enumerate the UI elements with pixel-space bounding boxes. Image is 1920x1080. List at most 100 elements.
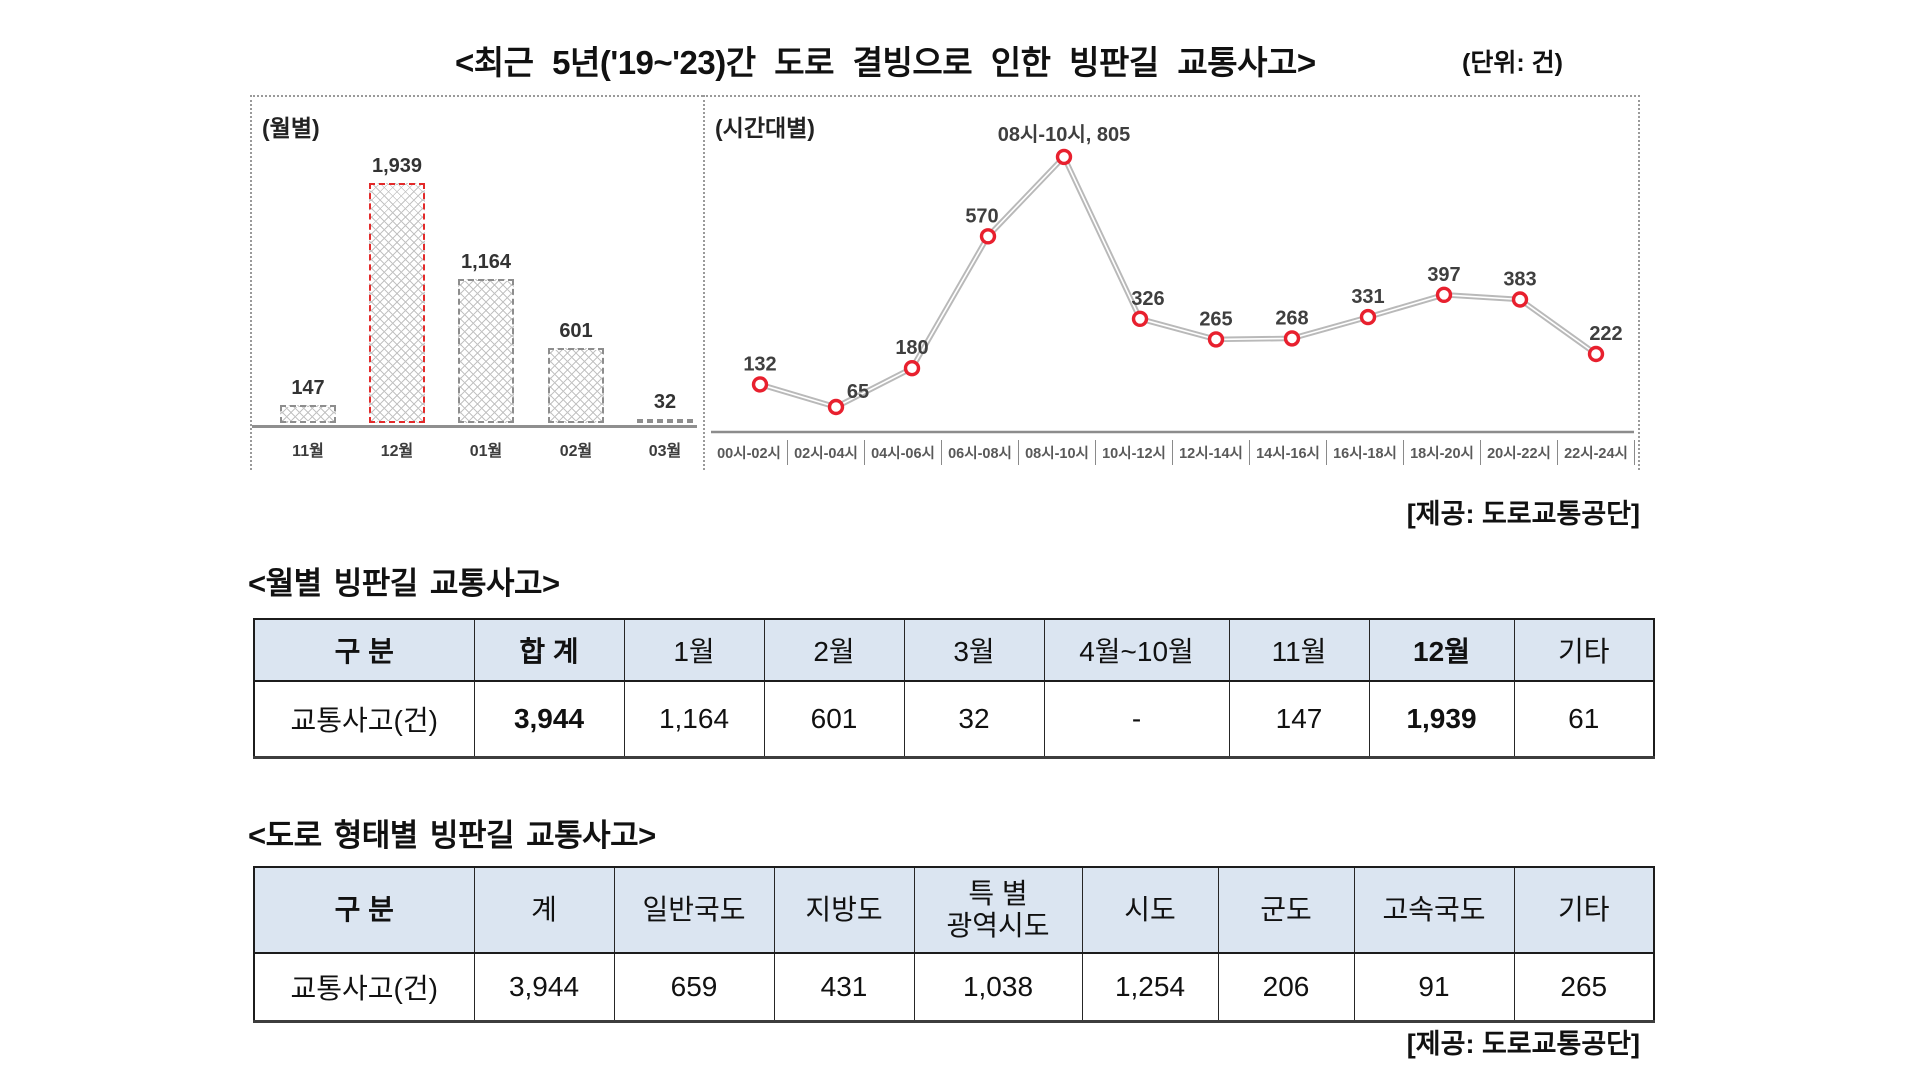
header-cell: 2월: [763, 618, 905, 682]
point-value-label: 180: [895, 337, 928, 359]
point-value-label: 397: [1427, 264, 1460, 286]
x-tick-label: 12월: [380, 443, 414, 460]
header-cell: 구 분: [253, 866, 475, 954]
data-cell: 147: [1228, 680, 1370, 759]
bar-value-label: 1,164: [460, 251, 512, 273]
bar: [637, 419, 693, 423]
bar: [458, 279, 514, 423]
data-cell: 431: [773, 952, 915, 1023]
x-tick-label: 22시-24시: [1558, 440, 1635, 465]
header-cell: 특 별 광역시도: [913, 866, 1083, 954]
data-cell: 659: [613, 952, 775, 1023]
header-cell: 기타: [1513, 866, 1655, 954]
point-value-label: 222: [1589, 323, 1622, 345]
header-cell: 계: [473, 866, 615, 954]
bar-group: 32: [635, 391, 695, 423]
header-cell: 일반국도: [613, 866, 775, 954]
header-cell: 12월: [1368, 618, 1515, 682]
line-series-inner: [759, 156, 1597, 408]
header-cell: 군도: [1217, 866, 1355, 954]
data-cell: 1,254: [1081, 952, 1219, 1023]
header-cell: 고속국도: [1353, 866, 1515, 954]
bar-group: 1,939: [367, 155, 427, 423]
point-value-label: 132: [743, 353, 776, 375]
unit-label: (단위: 건): [1462, 49, 1563, 77]
x-tick-label: 18시-20시: [1404, 440, 1481, 465]
x-tick-label: 16시-18시: [1327, 440, 1404, 465]
data-cell: -: [1043, 680, 1230, 759]
page-title: <최근 5년('19~'23)간 도로 결빙으로 인한 빙판길 교통사고>: [455, 44, 1316, 81]
data-point-marker: [1435, 286, 1453, 304]
table-source-credit: [제공: 도로교통공단]: [1406, 1029, 1640, 1059]
table-header-row: 구 분 계 일반국도 지방도 특 별 광역시도 시도 군도 고속국도 기타: [253, 866, 1655, 954]
x-tick-label: 06시-08시: [942, 440, 1019, 465]
hourly-line-chart: (시간대별) 132 65 180 570 08시-10시, 805 326 265 268 3…: [703, 95, 1640, 470]
bar-group: 147: [278, 377, 338, 423]
data-point-marker: [1587, 345, 1605, 363]
header-cell: 3월: [903, 618, 1045, 682]
header-cell: 4월~10월: [1043, 618, 1230, 682]
bar-chart-baseline: [252, 425, 697, 428]
x-tick-label: 04시-06시: [865, 440, 942, 465]
x-tick-label: 03월: [648, 443, 682, 460]
data-cell: 1,164: [623, 680, 765, 759]
x-tick-label: 01월: [469, 443, 503, 460]
data-cell: 265: [1513, 952, 1655, 1023]
data-cell: 32: [903, 680, 1045, 759]
bar: [548, 348, 604, 423]
point-value-label: 570: [965, 205, 998, 227]
data-point-marker: [979, 228, 997, 245]
point-value-label: 383: [1503, 269, 1536, 291]
x-tick-label: 08시-10시: [1019, 440, 1096, 465]
data-point-marker: [1359, 308, 1377, 326]
data-cell: 3,944: [473, 952, 615, 1023]
data-point-marker: [1207, 331, 1225, 348]
header-cell: 구 분: [253, 618, 475, 682]
monthly-bar-chart: (월별) 147 1,939 1,164 601 32 11월 12월 01월 …: [250, 95, 703, 470]
point-value-label: 08시-10시, 805: [998, 123, 1130, 146]
x-tick-label: 12시-14시: [1173, 440, 1250, 465]
table2-title: <도로 형태별 빙판길 교통사고>: [248, 818, 656, 853]
data-point-marker: [1131, 310, 1149, 328]
bar-group: 1,164: [456, 251, 516, 423]
monthly-accidents-table: 구 분 합 계 1월 2월 3월 4월~10월 11월 12월 기타 교통사고(…: [253, 618, 1655, 759]
point-value-label: 268: [1275, 307, 1308, 329]
point-value-label: 331: [1351, 286, 1384, 308]
data-cell: 3,944: [473, 680, 625, 759]
x-tick-label: 11월: [292, 443, 324, 460]
data-cell: 601: [763, 680, 905, 759]
data-point-marker: [1283, 330, 1301, 347]
line-chart-x-axis: 00시-02시 02시-04시 04시-06시 06시-08시 08시-10시 …: [711, 440, 1635, 465]
header-cell: 지방도: [773, 866, 915, 954]
data-point-marker: [903, 360, 921, 377]
header-cell: 합 계: [473, 618, 625, 682]
bar-value-label: 147: [291, 377, 325, 399]
bar-value-label: 601: [559, 320, 593, 342]
bar-chart-caption: (월별): [262, 115, 320, 141]
point-value-label: 265: [1199, 308, 1232, 330]
x-tick-label: 00시-02시: [711, 440, 788, 465]
data-cell: 91: [1353, 952, 1515, 1023]
bar-value-label: 32: [653, 391, 677, 413]
road-type-accidents-table: 구 분 계 일반국도 지방도 특 별 광역시도 시도 군도 고속국도 기타 교통…: [253, 866, 1655, 1023]
row-label: 교통사고(건): [253, 952, 475, 1023]
data-point-marker: [827, 398, 845, 416]
point-value-label: 326: [1131, 288, 1164, 310]
data-point-marker: [1055, 148, 1073, 166]
data-point-marker: [751, 376, 769, 393]
line-chart-caption: (시간대별): [715, 115, 815, 141]
data-cell: 61: [1513, 680, 1655, 759]
x-tick-label: 02시-04시: [788, 440, 865, 465]
x-tick-label: 10시-12시: [1096, 440, 1173, 465]
data-point-marker: [1511, 291, 1529, 308]
x-tick-label: 14시-16시: [1250, 440, 1327, 465]
bar-highlighted: [369, 183, 425, 423]
figure-source-credit: [제공: 도로교통공단]: [1406, 499, 1640, 529]
line-series: [759, 154, 1598, 410]
row-label: 교통사고(건): [253, 680, 475, 759]
table-row: 교통사고(건) 3,944 1,164 601 32 - 147 1,939 6…: [253, 680, 1655, 759]
bar-value-label: 1,939: [371, 155, 423, 177]
table1-title: <월별 빙판길 교통사고>: [248, 566, 560, 601]
header-cell: 기타: [1513, 618, 1655, 682]
